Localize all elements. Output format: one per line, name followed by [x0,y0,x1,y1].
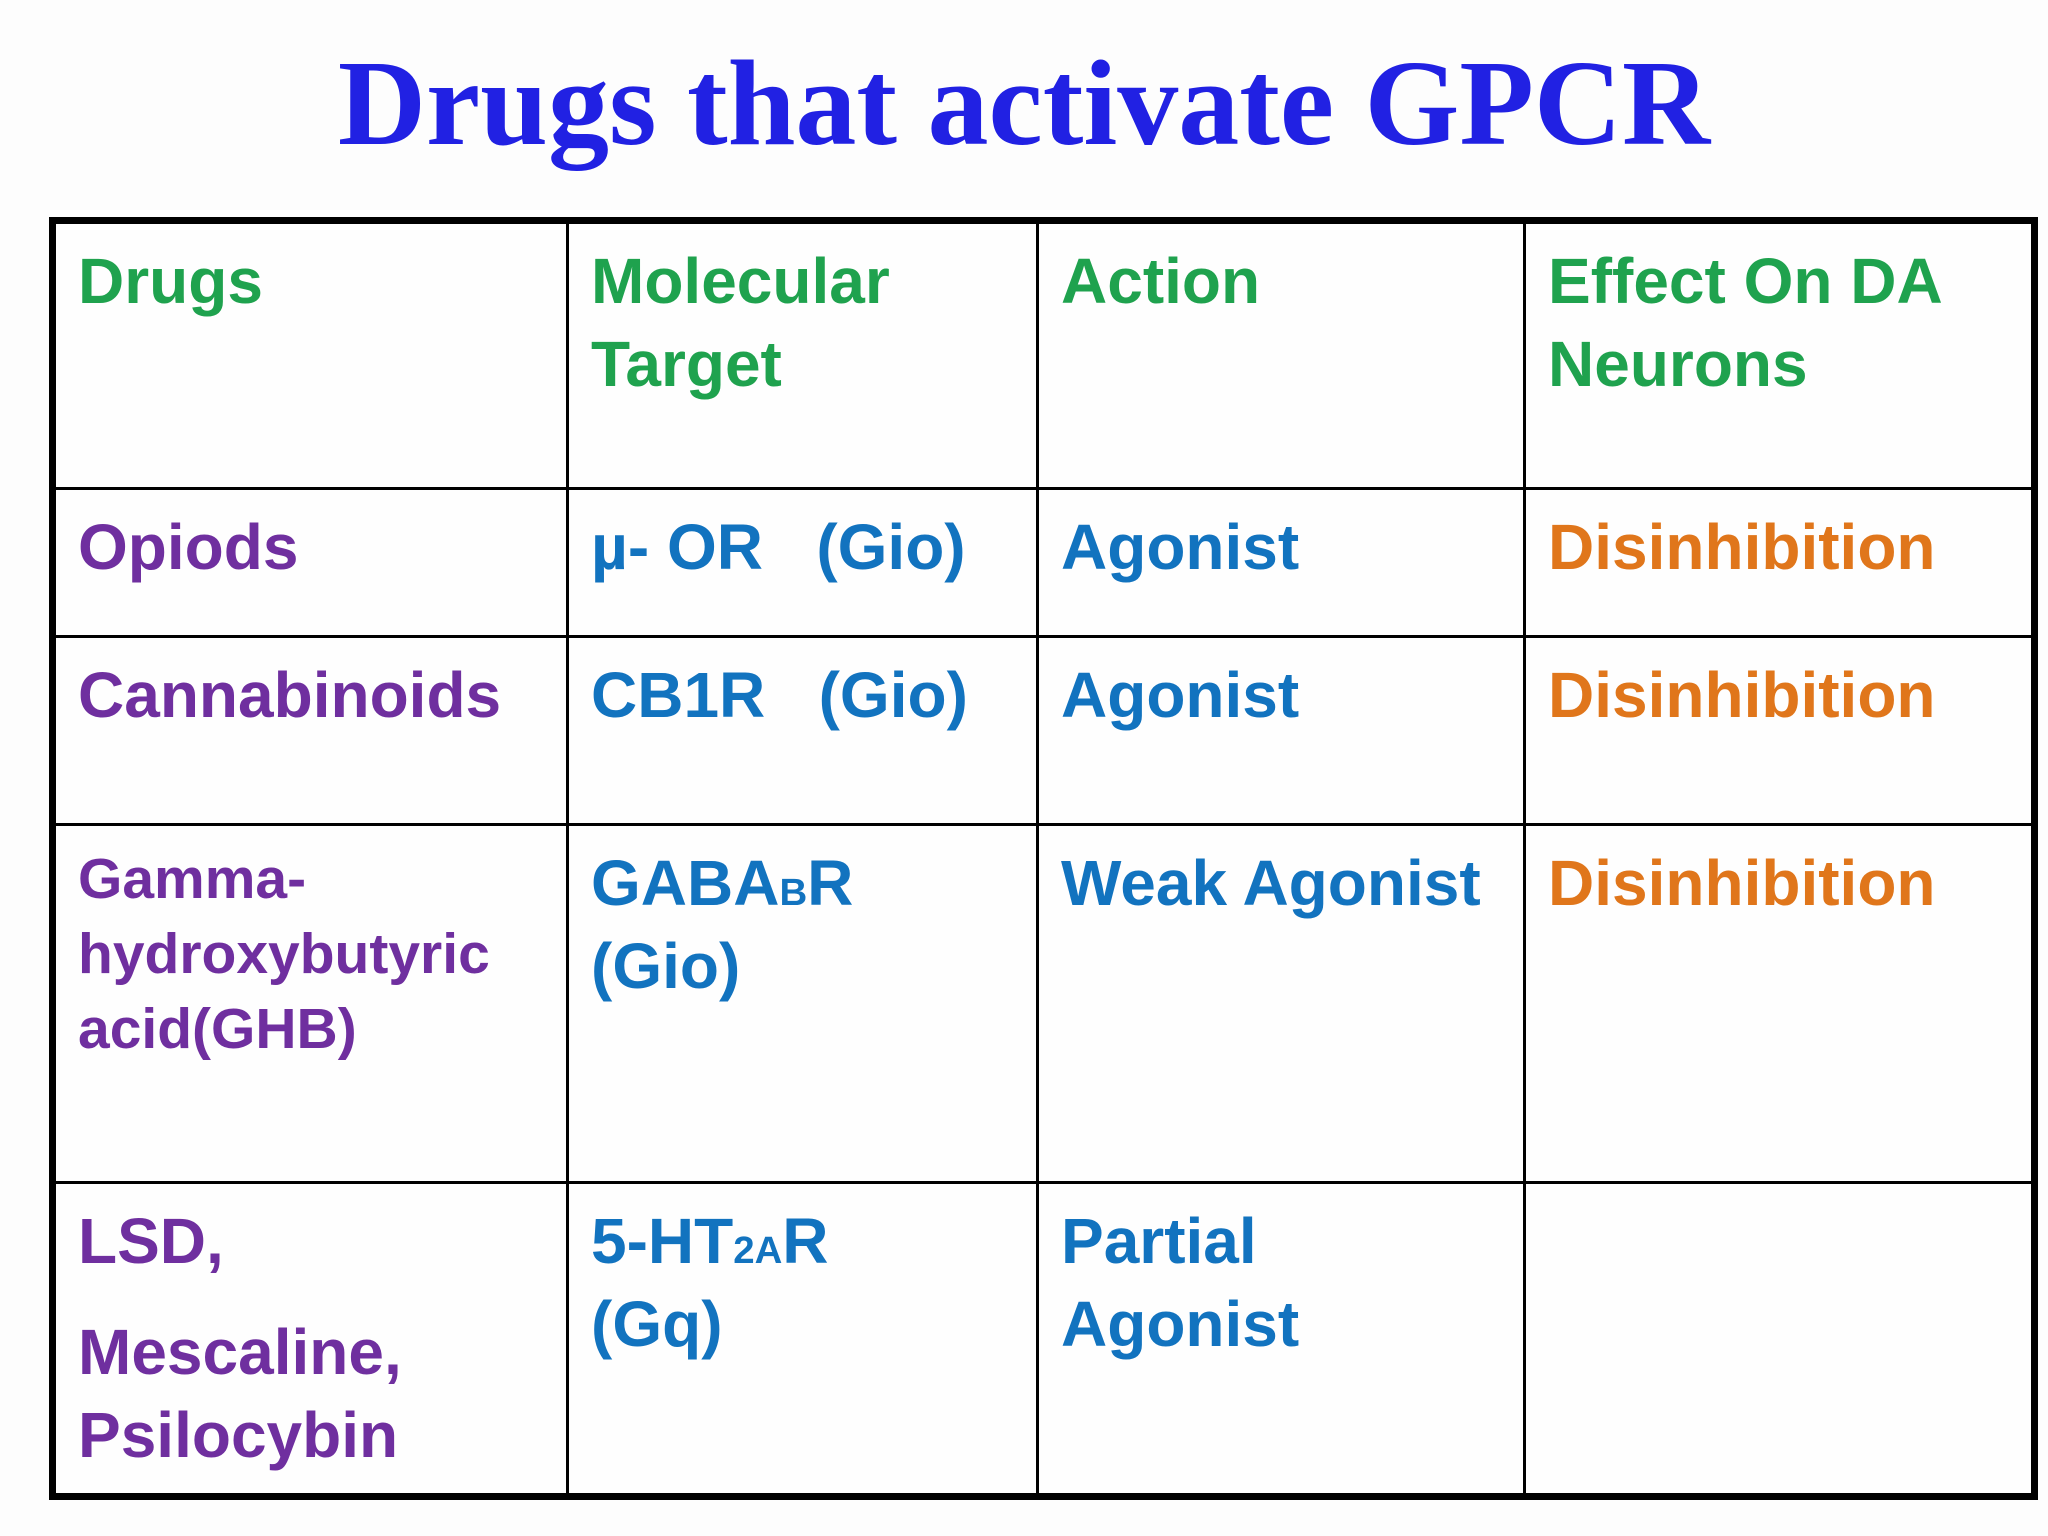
table-header-row: Drugs Molecular Target Action Effect On … [51,218,2036,490]
target-text: CB1R [591,658,766,731]
drug-cell: LSD, Mescaline, Psilocybin [51,1180,569,1499]
drug-cell: Gamma-hydroxybutyric acid(GHB) [51,822,569,1184]
drug-name: Mescaline, [78,1316,402,1389]
target-text: 5-HT [591,1204,734,1277]
table-row-ghb: Gamma-hydroxybutyric acid(GHB) GABABR (G… [51,822,2036,1184]
molecular-target-cell: 5-HT2AR (Gq) [566,1180,1039,1499]
effect-cell: Disinhibition [1523,822,2036,1184]
gpcr-drugs-table: Drugs Molecular Target Action Effect On … [49,216,2038,1501]
column-header-molecular-target: Molecular Target [566,218,1039,490]
drug-name: Opiods [78,510,299,583]
page-title: Drugs that activate GPCR [337,36,1711,171]
target-subscript: 2A [733,1228,783,1272]
target-subscript: B [779,870,808,914]
column-header-effect: Effect On DA Neurons [1523,218,2036,490]
drug-cell: Opiods [51,486,569,638]
molecular-target-cell: µ- OR (Gio) [566,486,1039,638]
drug-name: Psilocybin [78,1399,399,1472]
column-header-action: Action [1036,218,1526,490]
target-text: µ- OR [591,510,763,583]
molecular-target-cell: GABABR (Gio) [566,822,1039,1184]
drug-name: LSD, [78,1204,224,1277]
action-cell: Agonist [1036,634,1526,826]
table-row-cannabinoids: Cannabinoids CB1R (Gio) Agonist Disinhib… [51,634,2036,826]
target-gprotein: (Gio) [765,658,968,731]
drug-cell: Cannabinoids [51,634,569,826]
effect-cell [1523,1180,2036,1499]
target-gprotein: R (Gio) [591,846,907,1003]
effect-cell: Disinhibition [1523,634,2036,826]
action-cell: Partial Agonist [1036,1180,1526,1499]
drug-name: Gamma-hydroxybutyric acid(GHB) [78,846,490,1062]
table-row-opiods: Opiods µ- OR (Gio) Agonist Disinhibition [51,486,2036,638]
column-header-drugs: Drugs [51,218,569,490]
action-cell: Weak Agonist [1036,822,1526,1184]
molecular-target-cell: CB1R (Gio) [566,634,1039,826]
drug-name: Cannabinoids [78,658,502,731]
target-gprotein: (Gio) [762,510,966,583]
table-row-psychedelics: LSD, Mescaline, Psilocybin 5-HT2AR (Gq) … [51,1180,2036,1499]
action-cell: Agonist [1036,486,1526,638]
target-text: GABA [591,846,780,919]
target-gprotein: R (Gq) [591,1204,936,1361]
effect-cell: Disinhibition [1523,486,2036,638]
